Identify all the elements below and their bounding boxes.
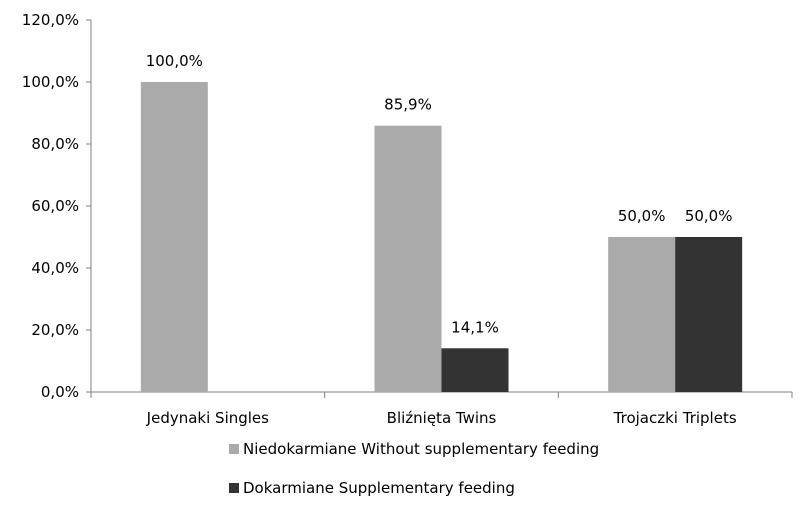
legend-swatch [229, 483, 239, 493]
bar [441, 348, 509, 392]
y-tick-label: 0,0% [41, 383, 79, 401]
y-tick-label: 120,0% [22, 11, 79, 29]
bar [140, 82, 208, 392]
legend-label: Dokarmiane Supplementary feeding [243, 479, 515, 497]
bar [374, 125, 442, 393]
y-tick-label: 60,0% [31, 197, 79, 215]
bars [140, 82, 743, 393]
bar [675, 237, 743, 392]
x-category-label: Jedynaki Singles [146, 409, 269, 427]
x-category-label: Bliźnięta Twins [387, 409, 497, 427]
y-tick-label: 80,0% [31, 135, 79, 153]
x-category-label: Trojaczki Triplets [613, 409, 737, 427]
y-tick-label: 100,0% [22, 73, 79, 91]
y-axis: 0,0% 20,0% 40,0% 60,0% 80,0% 100,0% 120,0% [22, 11, 92, 401]
legend: Niedokarmiane Without supplementary feed… [229, 440, 599, 497]
data-label: 14,1% [451, 318, 499, 336]
data-label: 50,0% [685, 207, 733, 225]
legend-label: Niedokarmiane Without supplementary feed… [243, 440, 599, 458]
data-label: 85,9% [384, 96, 432, 114]
bar [608, 237, 676, 392]
data-label: 100,0% [146, 52, 203, 70]
data-labels: 100,0% 85,9% 50,0% 14,1% 50,0% [146, 52, 733, 336]
y-tick-label: 20,0% [31, 321, 79, 339]
legend-swatch [229, 444, 239, 454]
x-axis: Jedynaki Singles Bliźnięta Twins Trojaczki… [90, 391, 793, 427]
data-label: 50,0% [618, 207, 666, 225]
y-tick-label: 40,0% [31, 259, 79, 277]
